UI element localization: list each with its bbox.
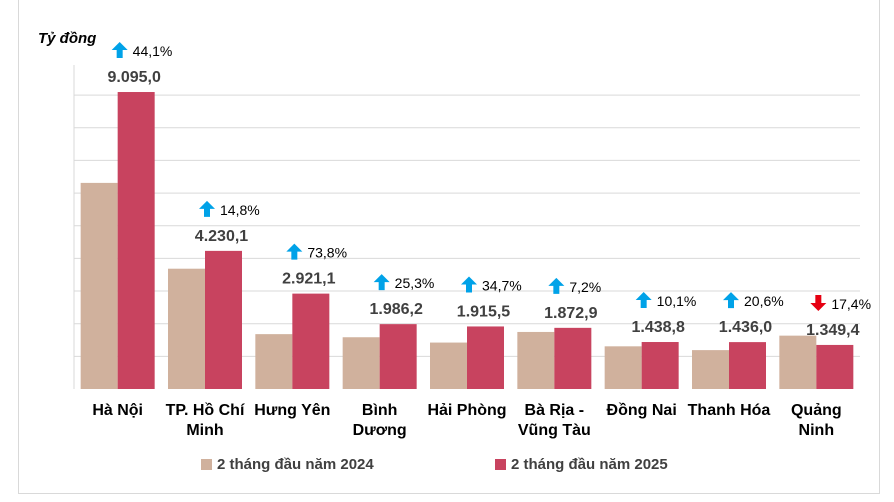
x-tick-label-9: Ninh bbox=[799, 422, 835, 439]
bar-2025-1 bbox=[117, 92, 155, 389]
arrow-up-icon-2 bbox=[199, 200, 215, 217]
change-percent-8: 20,6% bbox=[744, 293, 784, 309]
data-label-2025-3: 2.921,1 bbox=[282, 271, 335, 288]
legend-swatch-2024 bbox=[201, 459, 212, 470]
chart-frame bbox=[18, 0, 880, 494]
x-tick-label-4: Bình bbox=[362, 402, 398, 419]
data-label-2025-1: 9.095,0 bbox=[107, 69, 160, 86]
bar-2024-3 bbox=[255, 334, 293, 389]
change-percent-3: 73,8% bbox=[307, 245, 347, 261]
change-percent-2: 14,8% bbox=[220, 202, 260, 218]
bar-2024-7 bbox=[604, 346, 642, 389]
x-tick-label-2: TP. Hồ Chí bbox=[166, 402, 245, 419]
legend-item-2025: 2 tháng đầu năm 2025 bbox=[495, 456, 668, 473]
bar-2025-2 bbox=[205, 250, 242, 389]
change-percent-1: 44,1% bbox=[133, 43, 173, 59]
bar-2024-6 bbox=[517, 331, 555, 389]
x-tick-label-7: Đồng Nai bbox=[607, 402, 677, 419]
arrow-up-icon-8 bbox=[723, 292, 739, 309]
arrow-up-icon-3 bbox=[286, 243, 303, 260]
bar-2024-5 bbox=[430, 342, 467, 389]
legend-swatch-2025 bbox=[495, 459, 506, 470]
x-tick-label-9: Quảng bbox=[791, 402, 842, 419]
bar-2024-2 bbox=[168, 268, 205, 389]
bar-2025-4 bbox=[379, 324, 417, 389]
data-label-2025-5: 1.915,5 bbox=[457, 303, 510, 320]
bar-2025-7 bbox=[641, 342, 679, 389]
data-label-2025-7: 1.438,8 bbox=[631, 319, 684, 336]
legend-label-2025: 2 tháng đầu năm 2025 bbox=[511, 456, 668, 473]
arrow-down-icon-9 bbox=[810, 294, 827, 311]
bar-2025-5 bbox=[467, 326, 504, 389]
data-label-2025-4: 1.986,2 bbox=[369, 301, 422, 318]
arrow-up-icon-6 bbox=[548, 277, 565, 294]
change-percent-7: 10,1% bbox=[657, 293, 697, 309]
bar-2025-6 bbox=[554, 327, 592, 389]
bar-2025-3 bbox=[292, 293, 330, 389]
change-percent-4: 25,3% bbox=[395, 275, 435, 291]
data-label-2025-2: 4.230,1 bbox=[195, 228, 248, 245]
data-label-2025-8: 1.436,0 bbox=[719, 319, 772, 336]
data-label-2025-6: 1.872,9 bbox=[544, 305, 597, 322]
data-label-2025-9: 1.349,4 bbox=[806, 322, 859, 339]
x-tick-label-3: Hưng Yên bbox=[254, 402, 330, 419]
arrow-up-icon-5 bbox=[461, 276, 477, 293]
x-tick-label-1: Hà Nội bbox=[92, 402, 143, 419]
x-tick-label-4: Dương bbox=[353, 422, 407, 439]
x-tick-label-8: Thanh Hóa bbox=[688, 402, 771, 419]
arrow-up-icon-7 bbox=[635, 292, 652, 309]
legend-label-2024: 2 tháng đầu năm 2024 bbox=[217, 456, 374, 473]
bar-2024-9 bbox=[779, 335, 817, 389]
legend: 2 tháng đầu năm 2024 2 tháng đầu năm 202… bbox=[0, 456, 894, 476]
change-percent-5: 34,7% bbox=[482, 277, 522, 293]
bar-2024-4 bbox=[342, 337, 380, 389]
bar-2025-9 bbox=[816, 344, 854, 389]
y-axis-unit-label: Tỷ đồng bbox=[38, 30, 97, 47]
change-percent-9: 17,4% bbox=[831, 296, 871, 312]
x-tick-label-2: Minh bbox=[186, 422, 223, 439]
bar-2024-8 bbox=[692, 350, 729, 389]
x-tick-label-5: Hải Phòng bbox=[427, 402, 506, 419]
legend-item-2024: 2 tháng đầu năm 2024 bbox=[201, 456, 374, 473]
x-tick-label-6: Vũng Tàu bbox=[518, 422, 591, 439]
change-percent-6: 7,2% bbox=[569, 279, 601, 295]
bar-2025-8 bbox=[729, 342, 766, 389]
arrow-up-icon-1 bbox=[111, 42, 128, 59]
x-tick-label-6: Bà Rịa - bbox=[525, 402, 585, 419]
bar-2024-1 bbox=[80, 182, 118, 389]
arrow-up-icon-4 bbox=[373, 274, 390, 291]
